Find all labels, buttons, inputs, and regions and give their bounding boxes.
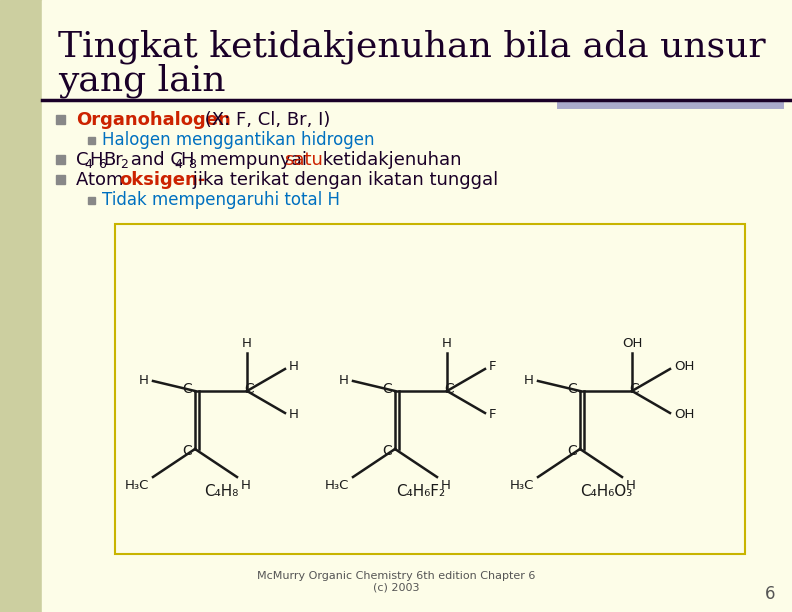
Text: H: H [289,360,299,373]
Text: H: H [339,375,349,387]
Text: mempunyai: mempunyai [194,151,313,169]
Text: H₃C: H₃C [124,479,149,492]
Bar [56,175,65,184]
Text: H₃C: H₃C [325,479,349,492]
Bar [88,137,95,144]
Text: H: H [139,375,149,387]
Text: jika terikat dengan ikatan tunggal: jika terikat dengan ikatan tunggal [187,171,498,189]
Text: Br: Br [104,151,123,169]
Text: OH: OH [622,337,642,350]
Text: C: C [244,382,254,396]
Text: satu: satu [284,151,323,169]
Text: C₄H₆F₂: C₄H₆F₂ [397,484,446,499]
Text: yang lain: yang lain [58,64,226,99]
Text: C: C [182,444,192,458]
Text: C: C [76,151,89,169]
Text: 4: 4 [174,157,182,171]
Text: C: C [567,444,577,458]
Text: F: F [489,360,497,373]
Text: OH: OH [674,408,695,422]
Text: H₃C: H₃C [509,479,534,492]
Text: H: H [241,479,251,492]
Bar [56,115,65,124]
Text: 6: 6 [765,585,775,603]
Text: C: C [382,382,392,396]
Text: 8: 8 [188,157,196,171]
Text: C: C [567,382,577,396]
Bar [56,155,65,164]
Text: and C: and C [125,151,183,169]
Text: H: H [442,337,452,350]
Text: (X: F, Cl, Br, I): (X: F, Cl, Br, I) [199,111,330,129]
Text: C: C [382,444,392,458]
Text: C: C [182,382,192,396]
Text: ketidakjenuhan: ketidakjenuhan [317,151,461,169]
Text: oksigen-: oksigen- [119,171,205,189]
Bar [88,197,95,204]
Text: H: H [441,479,451,492]
Text: Tingkat ketidakjenuhan bila ada unsur: Tingkat ketidakjenuhan bila ada unsur [58,30,766,64]
Text: H: H [89,151,103,169]
Bar [115,224,745,554]
Text: Organohalogen: Organohalogen [76,111,230,129]
Text: F: F [489,408,497,422]
Text: Tidak mempengaruhi total H: Tidak mempengaruhi total H [102,191,340,209]
Text: 2: 2 [120,157,128,171]
Text: C₄H₈: C₄H₈ [204,484,238,499]
Text: H: H [626,479,636,492]
Text: C: C [444,382,454,396]
Text: H: H [524,375,534,387]
Text: OH: OH [674,360,695,373]
Text: McMurry Organic Chemistry 6th edition Chapter 6
(c) 2003: McMurry Organic Chemistry 6th edition Ch… [257,571,535,593]
Text: Atom: Atom [76,171,129,189]
Text: H: H [180,151,193,169]
Text: H: H [242,337,252,350]
Text: Halogen menggantikan hidrogen: Halogen menggantikan hidrogen [102,131,375,149]
Text: C: C [629,382,639,396]
Text: 6: 6 [98,157,106,171]
Bar [0,0,42,612]
Text: C₄H₆O₃: C₄H₆O₃ [580,484,632,499]
Text: 4: 4 [84,157,92,171]
Text: H: H [289,408,299,422]
